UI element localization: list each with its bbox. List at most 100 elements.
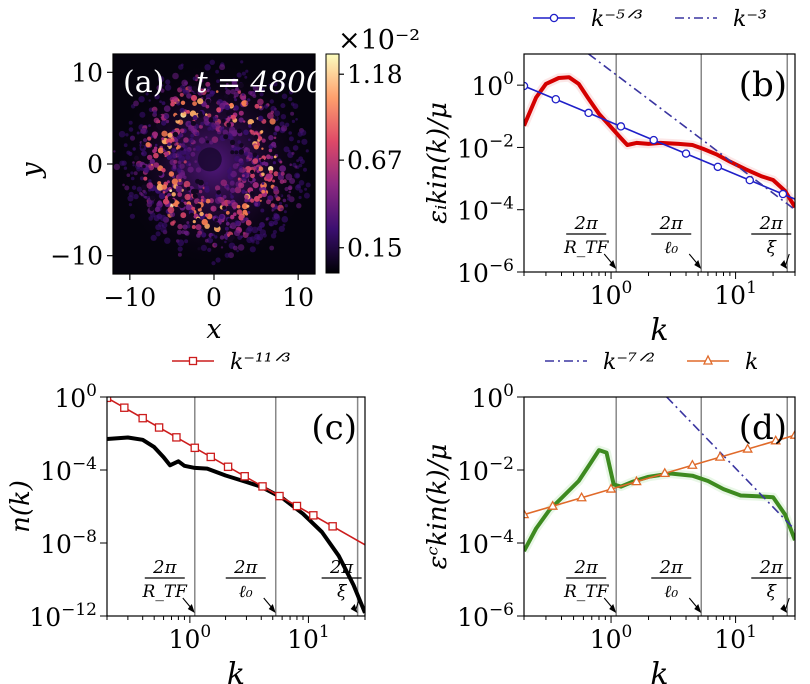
density-speck (221, 202, 226, 206)
density-speck (259, 92, 264, 97)
density-speck (163, 105, 171, 112)
panel-label: (b) (739, 65, 787, 105)
density-speck (192, 115, 198, 120)
square-marker (223, 462, 233, 472)
density-speck (253, 195, 260, 202)
density-speck (192, 220, 196, 224)
density-speck (164, 84, 172, 91)
density-speck (231, 144, 235, 148)
density-speck (241, 176, 247, 182)
density-speck (256, 170, 260, 173)
density-speck (153, 152, 159, 159)
circle-marker (713, 162, 723, 172)
density-speck (236, 204, 241, 209)
y-tick-label: 100 (54, 381, 97, 413)
density-speck (171, 178, 179, 185)
density-speck (171, 192, 176, 197)
density-speck (215, 90, 219, 93)
density-speck (139, 111, 146, 118)
density-speck (238, 214, 245, 221)
density-speck (190, 94, 198, 102)
x-tick-label: 0 (206, 283, 222, 312)
density-speck (231, 202, 239, 209)
square-marker (206, 452, 215, 462)
density-speck (273, 220, 278, 226)
density-speck (271, 209, 274, 212)
density-speck (225, 221, 230, 226)
density-speck (261, 189, 266, 194)
x-axis-label: x (206, 314, 221, 345)
density-speck (270, 155, 274, 160)
triangle-marker (605, 483, 617, 493)
data-curve (524, 448, 795, 553)
density-speck (241, 189, 246, 194)
density-speck (126, 150, 131, 155)
density-speck (141, 127, 148, 135)
vortex-core (230, 139, 236, 145)
colorbar-ticks: 1.18 0.67 0.15 (339, 60, 403, 263)
density-speck (243, 120, 246, 123)
density-speck (274, 90, 279, 94)
density-speck (145, 142, 151, 148)
density-speck (237, 244, 245, 251)
density-speck (198, 124, 203, 129)
vortex-core (190, 120, 196, 126)
density-speck (259, 229, 267, 236)
density-speck (248, 187, 254, 193)
density-speck (233, 212, 237, 216)
density-speck (161, 84, 164, 87)
density-speck (167, 132, 173, 138)
density-speck (288, 149, 291, 153)
power-law-line (107, 397, 365, 546)
density-speck (161, 184, 168, 190)
circle-marker (551, 94, 561, 104)
density-speck (176, 144, 181, 149)
panel-d: 100 101 100 10−2 10−4 10−6 k εᶜkin(k)/μ (d) 2π R_T… (423, 350, 796, 684)
density-speck (288, 96, 293, 102)
density-speck (260, 130, 264, 134)
density-speck (216, 79, 220, 83)
density-speck (173, 137, 179, 143)
plot-area (524, 397, 795, 616)
x-tick-label: 10 (282, 283, 314, 312)
arrowhead (780, 604, 788, 613)
density-speck (161, 167, 166, 173)
density-speck (183, 145, 188, 150)
vortex-core (274, 116, 278, 120)
vortex-core (140, 145, 145, 149)
density-speck (236, 72, 242, 78)
density-speck (157, 147, 164, 154)
density-speck (294, 172, 301, 179)
density-speck (238, 182, 245, 189)
density-speck (226, 117, 231, 122)
density-speck (261, 147, 264, 150)
density-speck (241, 71, 246, 76)
density-speck (299, 159, 305, 165)
density-speck (198, 189, 203, 194)
density-speck (257, 226, 263, 231)
density-speck (139, 191, 143, 195)
density-speck (284, 186, 289, 192)
density-speck (143, 138, 148, 143)
density-speck (160, 88, 165, 93)
density-speck (141, 150, 147, 157)
colorbar-tick-label: 0.67 (347, 146, 403, 175)
density-speck (287, 197, 290, 201)
density-speck (300, 129, 307, 136)
density-speck (205, 213, 209, 217)
density-speck (214, 243, 218, 247)
density-speck (211, 136, 219, 143)
density-speck (167, 142, 172, 147)
density-speck (241, 100, 247, 106)
density-speck (249, 154, 254, 159)
arrowhead (268, 604, 276, 613)
density-speck (184, 193, 191, 201)
density-speck (156, 213, 163, 220)
vortex-core (198, 179, 204, 186)
density-speck (279, 160, 283, 164)
density-speck (195, 224, 202, 231)
panel-label: (c) (311, 408, 357, 448)
vortex-core (192, 193, 198, 199)
density-speck (149, 158, 155, 165)
